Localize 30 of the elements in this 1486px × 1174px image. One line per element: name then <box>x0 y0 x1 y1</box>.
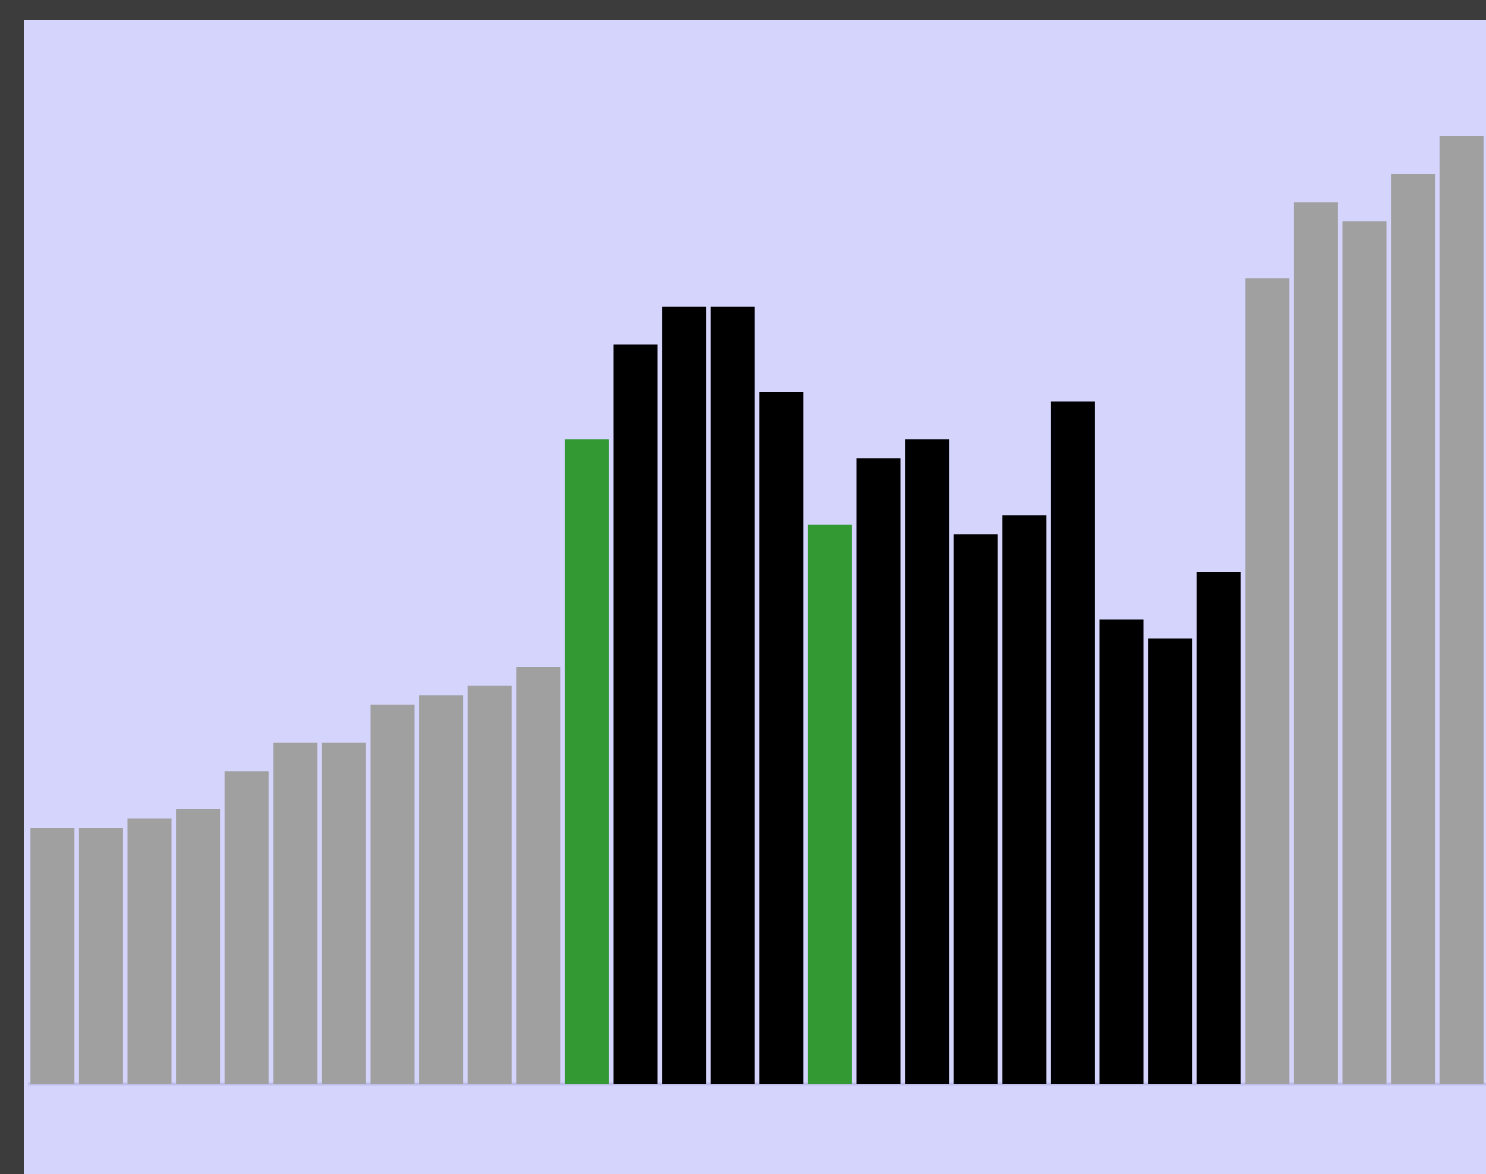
bar <box>1002 515 1047 1084</box>
bar <box>273 742 318 1084</box>
bar <box>953 534 998 1084</box>
bar <box>467 685 512 1084</box>
bar <box>1148 638 1193 1084</box>
bar <box>1099 619 1144 1084</box>
bar <box>1342 221 1387 1084</box>
bar <box>759 391 804 1084</box>
bar <box>224 771 269 1084</box>
bar <box>78 828 123 1084</box>
bar <box>127 818 172 1084</box>
bar <box>856 458 901 1084</box>
bar <box>30 828 75 1084</box>
bar <box>710 306 755 1084</box>
bar <box>370 704 415 1084</box>
bar <box>1293 202 1338 1084</box>
bar <box>1245 278 1290 1084</box>
bar <box>662 306 707 1084</box>
bar <box>176 809 221 1084</box>
bar <box>1196 572 1241 1084</box>
bar <box>613 344 658 1084</box>
bar <box>905 439 950 1084</box>
bar <box>321 742 366 1084</box>
bar <box>564 439 609 1084</box>
bar <box>1391 173 1436 1084</box>
bar <box>807 524 852 1084</box>
bar <box>1050 401 1095 1084</box>
bar <box>1439 135 1484 1084</box>
bar <box>516 666 561 1084</box>
bar <box>419 695 464 1084</box>
